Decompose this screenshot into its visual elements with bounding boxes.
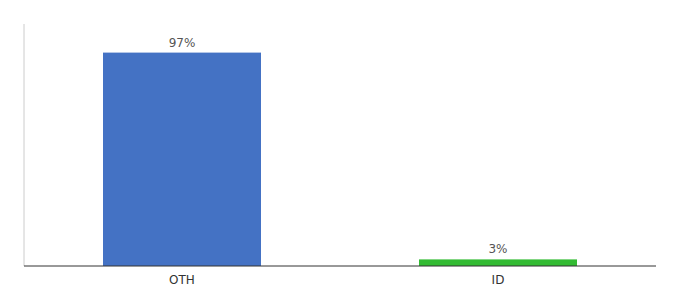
x-axis-line — [24, 266, 656, 267]
bar — [103, 53, 261, 266]
x-tick-label: OTH — [169, 273, 195, 287]
data-label: 97% — [169, 36, 196, 50]
data-label: 3% — [488, 242, 507, 256]
bar — [419, 259, 577, 266]
x-tick-label: ID — [492, 273, 505, 287]
chart: OTH ID 97% 3% — [0, 0, 680, 300]
bars — [103, 53, 577, 266]
y-axis-line — [24, 24, 25, 266]
chart-container: OTH ID 97% 3% — [0, 0, 680, 300]
